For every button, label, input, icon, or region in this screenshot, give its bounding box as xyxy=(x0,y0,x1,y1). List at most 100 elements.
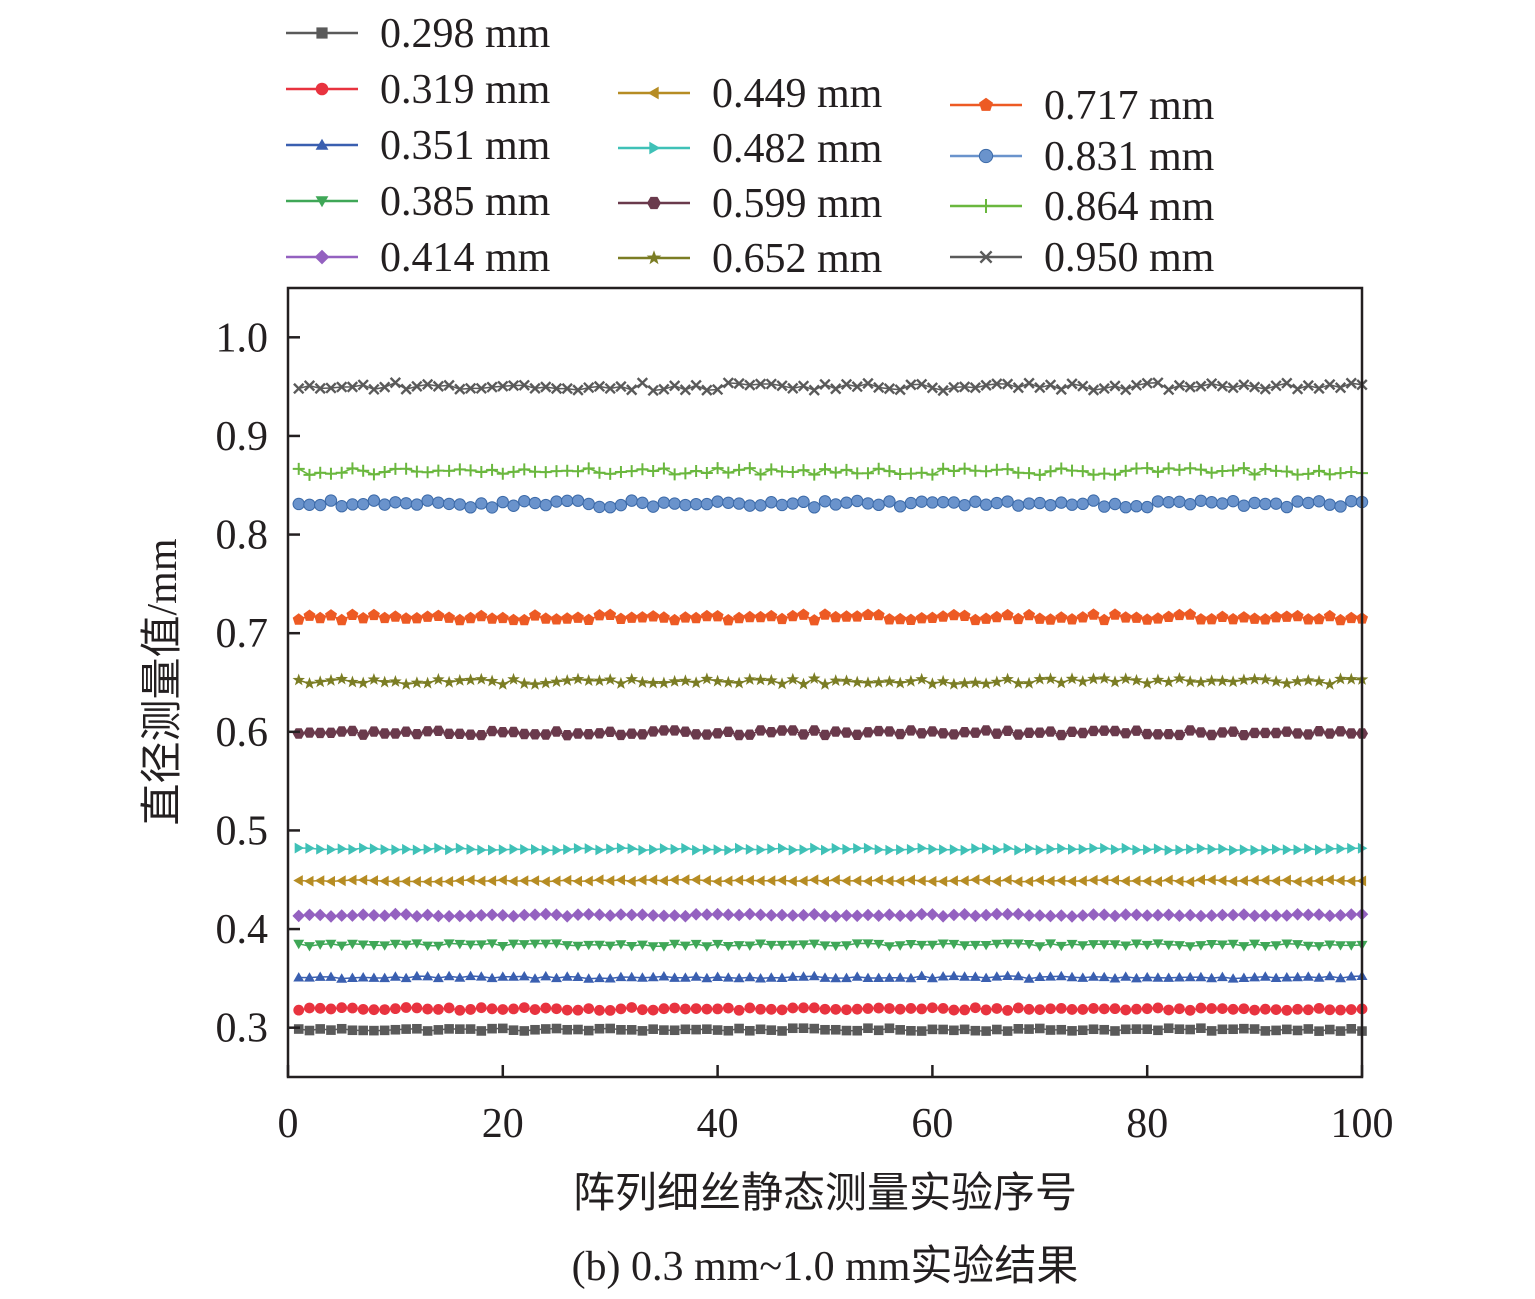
data-point xyxy=(969,676,982,689)
data-point xyxy=(378,498,391,511)
data-point xyxy=(496,467,509,480)
data-point xyxy=(668,468,681,481)
data-point xyxy=(594,972,605,983)
data-point xyxy=(464,464,477,477)
data-point xyxy=(904,496,918,510)
data-point xyxy=(379,875,389,887)
data-point xyxy=(1120,971,1132,981)
data-point xyxy=(991,971,1003,981)
data-point xyxy=(486,875,497,887)
data-point xyxy=(1098,971,1110,982)
data-point xyxy=(1184,971,1196,982)
legend-marker xyxy=(979,199,993,213)
data-point xyxy=(690,729,703,740)
data-point xyxy=(1022,497,1036,510)
data-point xyxy=(990,496,1004,510)
data-point xyxy=(432,380,445,392)
data-point xyxy=(679,498,692,512)
data-point xyxy=(1313,875,1324,887)
data-point xyxy=(615,971,627,982)
data-point xyxy=(561,941,573,951)
data-point xyxy=(412,1023,422,1034)
data-point xyxy=(765,940,777,951)
data-point xyxy=(668,613,681,626)
data-point xyxy=(508,875,518,887)
data-point xyxy=(711,462,724,475)
data-point xyxy=(518,677,531,689)
data-point xyxy=(464,909,477,923)
data-point xyxy=(1313,726,1325,737)
data-point xyxy=(1237,462,1250,475)
data-point xyxy=(453,463,466,476)
data-point xyxy=(1012,466,1025,479)
data-point xyxy=(765,378,777,390)
data-point xyxy=(689,676,703,689)
data-point xyxy=(797,495,810,509)
data-point xyxy=(475,730,488,741)
data-point xyxy=(380,844,391,855)
data-point xyxy=(851,971,863,981)
data-point xyxy=(798,1002,809,1014)
data-point xyxy=(378,465,391,478)
data-point xyxy=(336,1002,348,1014)
data-point xyxy=(626,1025,637,1035)
data-point xyxy=(905,874,915,886)
data-point xyxy=(668,725,681,736)
data-point xyxy=(1334,672,1347,685)
data-point xyxy=(765,875,776,887)
data-point xyxy=(1313,612,1325,625)
data-point xyxy=(1270,1004,1282,1016)
data-point xyxy=(874,844,885,855)
data-point xyxy=(1119,501,1132,514)
data-point xyxy=(819,463,831,476)
data-point xyxy=(893,500,907,513)
series-line xyxy=(298,847,1362,852)
legend-item: 0.831 mm xyxy=(950,134,1215,180)
data-point xyxy=(808,614,821,626)
data-point xyxy=(701,875,711,886)
data-point xyxy=(819,608,831,620)
legend-item: 0.351 mm xyxy=(286,123,551,169)
data-point xyxy=(1140,909,1154,922)
data-point xyxy=(561,674,574,686)
data-point xyxy=(561,874,572,886)
data-point xyxy=(1023,377,1035,389)
data-point xyxy=(960,844,970,856)
data-point xyxy=(969,495,982,508)
data-point xyxy=(745,843,756,855)
data-point xyxy=(658,942,670,952)
data-point xyxy=(679,674,692,687)
data-point xyxy=(486,463,499,476)
data-point xyxy=(509,843,519,855)
data-point xyxy=(453,498,467,511)
data-point xyxy=(1216,610,1229,622)
data-point xyxy=(454,875,464,887)
data-point xyxy=(1044,672,1057,685)
data-point xyxy=(1270,972,1282,982)
data-point xyxy=(668,380,681,392)
data-point xyxy=(1270,611,1283,623)
data-point xyxy=(411,970,423,981)
data-point xyxy=(346,909,359,922)
data-point xyxy=(627,843,638,854)
data-point xyxy=(1098,874,1109,886)
data-point xyxy=(896,844,906,856)
data-point xyxy=(1302,971,1314,981)
data-point xyxy=(917,842,928,854)
data-point xyxy=(1153,1025,1163,1036)
data-point xyxy=(1315,844,1325,856)
data-point xyxy=(1334,909,1347,922)
data-point xyxy=(314,498,327,512)
data-point xyxy=(572,1004,584,1016)
data-point xyxy=(777,1026,787,1036)
legend-label: 0.652 mm xyxy=(712,236,883,282)
data-point xyxy=(357,874,368,886)
data-point xyxy=(1033,672,1047,685)
data-point xyxy=(1130,611,1143,623)
data-point xyxy=(948,875,958,887)
data-point xyxy=(1249,972,1261,982)
data-point xyxy=(539,466,552,479)
data-point xyxy=(337,843,348,855)
data-point xyxy=(690,874,701,886)
data-point xyxy=(518,613,531,626)
